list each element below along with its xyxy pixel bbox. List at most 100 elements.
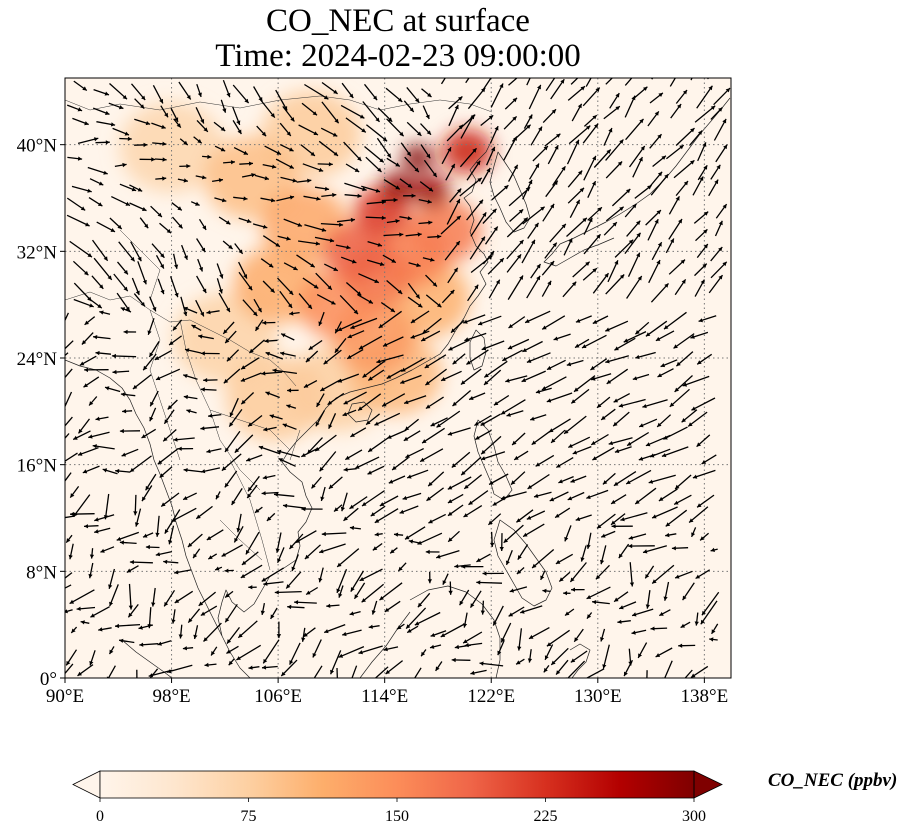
wind-arrow	[171, 609, 176, 624]
wind-arrow	[582, 123, 599, 144]
wind-arrow	[300, 144, 316, 157]
wind-arrow	[173, 437, 195, 442]
wind-arrow	[337, 319, 363, 332]
wind-arrow	[440, 78, 446, 85]
wind-arrow	[328, 413, 337, 429]
wind-arrow	[711, 623, 719, 635]
wind-arrow	[527, 649, 533, 663]
wind-arrow	[139, 157, 156, 162]
wind-arrow	[403, 430, 421, 442]
wind-arrow	[673, 494, 692, 505]
wind-arrow	[81, 332, 94, 345]
colorbar-tick-label: 75	[241, 808, 257, 825]
wind-arrow	[469, 236, 486, 260]
wind-arrow	[508, 606, 525, 617]
wind-arrow	[315, 272, 333, 291]
wind-arrow	[429, 644, 442, 649]
wind-arrow	[374, 508, 399, 524]
wind-arrow	[568, 125, 591, 145]
wind-arrow	[347, 330, 365, 339]
wind-arrow	[647, 218, 659, 241]
title-line-1: CO_NEC at surface	[266, 3, 530, 39]
wind-arrow	[72, 117, 89, 126]
wind-arrow	[655, 647, 673, 658]
wind-arrow	[155, 254, 165, 269]
wind-arrow	[114, 162, 127, 168]
wind-arrow	[83, 524, 99, 529]
wind-arrow	[287, 388, 299, 393]
wind-arrow	[361, 583, 385, 603]
wind-arrow	[93, 335, 111, 340]
wind-arrow	[77, 137, 99, 145]
wind-arrow	[405, 607, 427, 630]
wind-arrow	[129, 560, 153, 565]
wind-arrow	[89, 548, 95, 559]
wind-arrow	[88, 396, 98, 406]
wind-arrow	[506, 239, 524, 260]
wind-arrow	[567, 85, 586, 101]
wind-arrow	[218, 216, 231, 225]
wind-arrow	[631, 629, 647, 635]
wind-arrow	[541, 376, 567, 391]
wind-arrow	[270, 607, 278, 620]
wind-arrow	[324, 263, 339, 272]
wind-arrow	[224, 590, 234, 599]
wind-arrow	[422, 105, 430, 120]
wind-arrow	[428, 513, 446, 524]
wind-arrow	[689, 130, 703, 146]
wind-arrow	[262, 639, 280, 664]
wind-arrow	[232, 120, 242, 135]
wind-arrow	[618, 398, 646, 408]
wind-arrow	[262, 163, 277, 169]
wind-arrow	[141, 428, 157, 439]
wind-arrow	[198, 334, 214, 340]
wind-arrow	[406, 121, 422, 137]
wind-arrow	[279, 290, 293, 309]
wind-arrow	[166, 664, 193, 674]
wind-arrow	[380, 301, 396, 313]
wind-arrow	[611, 188, 631, 207]
wind-arrow	[365, 124, 388, 142]
wind-arrow	[253, 86, 263, 102]
colorbar: 0 75 150 225 300	[72, 770, 723, 825]
wind-arrow	[154, 157, 167, 162]
wind-arrow	[338, 585, 344, 598]
wind-arrow	[550, 647, 569, 666]
wind-arrow	[173, 569, 192, 575]
wind-arrow	[648, 259, 661, 284]
wind-arrow	[229, 397, 239, 417]
wind-arrow	[367, 369, 385, 381]
wind-arrow	[521, 239, 536, 264]
wind-arrow	[447, 493, 464, 504]
wind-arrow	[155, 368, 181, 381]
wind-arrow	[486, 146, 496, 166]
colorbar-tick-label: 0	[96, 808, 104, 825]
wind-arrow	[566, 359, 584, 367]
colorbar-extend-high	[693, 770, 723, 799]
wind-arrow	[625, 118, 644, 141]
wind-arrow	[119, 136, 132, 141]
wind-arrow	[379, 582, 403, 601]
wind-arrow	[231, 488, 243, 506]
wind-arrow	[668, 218, 683, 240]
wind-arrow	[200, 605, 218, 617]
wind-arrow	[530, 126, 543, 146]
wind-arrow	[520, 605, 543, 614]
wind-arrow	[104, 386, 121, 393]
wind-arrow	[440, 215, 462, 235]
wind-arrow	[346, 349, 364, 360]
wind-arrow	[236, 644, 262, 661]
wind-arrow	[162, 429, 177, 442]
wind-arrow	[240, 372, 262, 382]
wind-arrow	[99, 310, 111, 315]
wind-arrow	[123, 329, 137, 335]
wind-arrow	[531, 429, 552, 446]
wind-arrow	[600, 530, 616, 538]
wind-arrow	[632, 156, 643, 178]
wind-arrow	[600, 628, 606, 642]
wind-arrow	[170, 107, 179, 123]
wind-arrow	[480, 451, 506, 461]
wind-arrow	[287, 604, 305, 610]
wind-arrow	[247, 414, 263, 427]
wind-arrow	[157, 447, 179, 465]
